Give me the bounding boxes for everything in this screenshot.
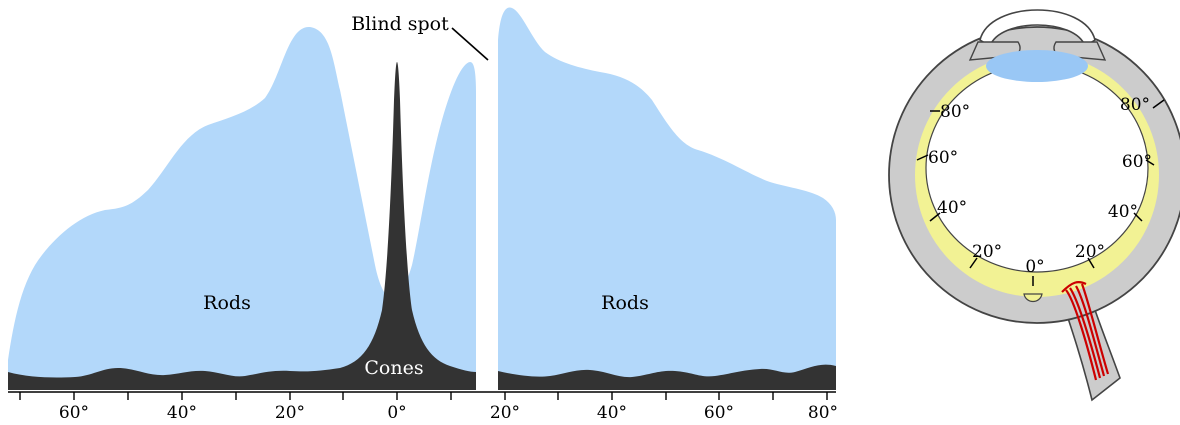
cornea: [979, 9, 1096, 48]
tick-label-80-right: 80°: [808, 403, 838, 423]
eye-angle-ticks: [916, 99, 1165, 286]
vitreous-body: [925, 63, 1149, 273]
blind-spot-label: Blind spot: [351, 13, 449, 35]
eye-label-80-right: 80°: [1120, 95, 1150, 115]
tick-label-60-right: 60°: [704, 403, 734, 423]
eye-label-20-left: 20°: [972, 242, 1002, 262]
eye-label-60-right: 60°: [1122, 152, 1152, 172]
fovea: [1023, 293, 1043, 303]
tick-label-60-left: 60°: [59, 403, 89, 423]
eye-label-40-right: 40°: [1108, 202, 1138, 222]
rods-area-left: [8, 26, 476, 388]
tick-label-20-left: 20°: [275, 403, 305, 423]
tick-label-40-right: 40°: [597, 403, 627, 423]
optic-nerve-fibers: [1061, 281, 1110, 381]
eye-label-80-left: 80°: [940, 102, 970, 122]
lens: [986, 50, 1088, 82]
tick-label-20-right: 20°: [490, 403, 520, 423]
density-chart: 60° 40° 20° 0° 20° 40° 60° 80° Rods Rods…: [8, 7, 838, 423]
cones-area-left: [8, 62, 476, 390]
tick-label-40-left: 40°: [167, 403, 197, 423]
cones-label: Cones: [364, 357, 423, 379]
tick-label-0: 0°: [387, 403, 406, 423]
eye-cross-section: 80° 60° 40° 20° 0° 80° 60° 40° 20°: [888, 9, 1180, 402]
cones-area-right: [498, 364, 836, 390]
eye-label-0: 0°: [1025, 257, 1044, 277]
eye-label-60-left: 60°: [928, 148, 958, 168]
rods-area-right: [498, 7, 836, 389]
rods-label-right: Rods: [601, 292, 649, 314]
eye-label-20-right: 20°: [1075, 242, 1105, 262]
rods-label-left: Rods: [203, 292, 251, 314]
x-axis-ticks: [19, 392, 828, 400]
blind-spot-pointer: [451, 27, 489, 61]
eye-label-40-left: 40°: [937, 198, 967, 218]
